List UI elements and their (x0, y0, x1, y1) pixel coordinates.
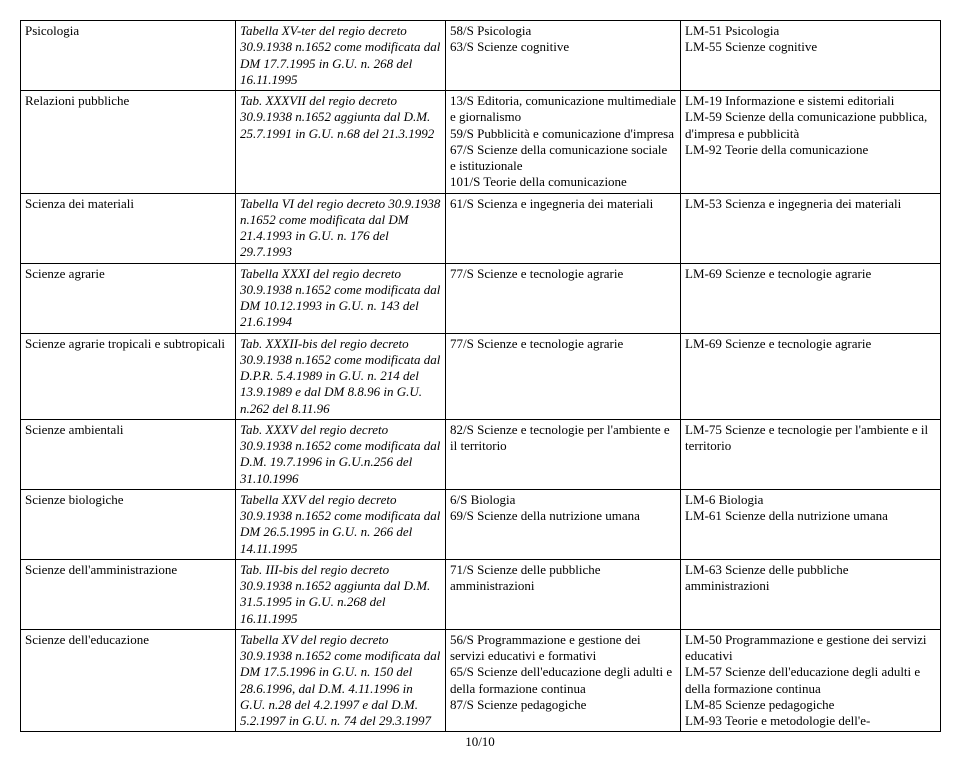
cell-class-lm: LM-63 Scienze delle pubbliche amministra… (681, 559, 941, 629)
cell-decree: Tab. XXXVII del regio decreto 30.9.1938 … (236, 91, 446, 194)
cell-class-s: 58/S Psicologia63/S Scienze cognitive (446, 21, 681, 91)
table-row: Scienze dell'educazioneTabella XV del re… (21, 629, 941, 732)
cell-subject: Scienze dell'amministrazione (21, 559, 236, 629)
page-number: 10/10 (20, 734, 940, 750)
cell-decree: Tab. III-bis del regio decreto 30.9.1938… (236, 559, 446, 629)
cell-class-lm: LM-69 Scienze e tecnologie agrarie (681, 333, 941, 419)
table-row: PsicologiaTabella XV-ter del regio decre… (21, 21, 941, 91)
cell-class-s: 77/S Scienze e tecnologie agrarie (446, 333, 681, 419)
cell-class-s: 82/S Scienze e tecnologie per l'ambiente… (446, 419, 681, 489)
cell-class-s: 13/S Editoria, comunicazione multimedial… (446, 91, 681, 194)
cell-decree: Tabella XV-ter del regio decreto 30.9.19… (236, 21, 446, 91)
cell-subject: Scienze dell'educazione (21, 629, 236, 732)
cell-class-lm: LM-51 PsicologiaLM-55 Scienze cognitive (681, 21, 941, 91)
cell-class-lm: LM-19 Informazione e sistemi editorialiL… (681, 91, 941, 194)
table-row: Scienze agrarie tropicali e subtropicali… (21, 333, 941, 419)
cell-decree: Tab. XXXV del regio decreto 30.9.1938 n.… (236, 419, 446, 489)
cell-decree: Tabella XXXI del regio decreto 30.9.1938… (236, 263, 446, 333)
cell-subject: Scienze ambientali (21, 419, 236, 489)
cell-decree: Tabella XV del regio decreto 30.9.1938 n… (236, 629, 446, 732)
cell-decree: Tabella XXV del regio decreto 30.9.1938 … (236, 489, 446, 559)
cell-class-s: 71/S Scienze delle pubbliche amministraz… (446, 559, 681, 629)
cell-class-lm: LM-75 Scienze e tecnologie per l'ambient… (681, 419, 941, 489)
cell-class-lm: LM-53 Scienza e ingegneria dei materiali (681, 193, 941, 263)
table-row: Scienze dell'amministrazioneTab. III-bis… (21, 559, 941, 629)
cell-subject: Relazioni pubbliche (21, 91, 236, 194)
cell-class-lm: LM-69 Scienze e tecnologie agrarie (681, 263, 941, 333)
cell-decree: Tabella VI del regio decreto 30.9.1938 n… (236, 193, 446, 263)
cell-subject: Psicologia (21, 21, 236, 91)
cell-class-s: 6/S Biologia69/S Scienze della nutrizion… (446, 489, 681, 559)
cell-class-s: 56/S Programmazione e gestione dei servi… (446, 629, 681, 732)
cell-class-s: 61/S Scienza e ingegneria dei materiali (446, 193, 681, 263)
table-row: Scienze biologicheTabella XXV del regio … (21, 489, 941, 559)
table-row: Relazioni pubblicheTab. XXXVII del regio… (21, 91, 941, 194)
table-row: Scienze ambientaliTab. XXXV del regio de… (21, 419, 941, 489)
cell-subject: Scienze agrarie tropicali e subtropicali (21, 333, 236, 419)
table-row: Scienza dei materialiTabella VI del regi… (21, 193, 941, 263)
cell-class-lm: LM-50 Programmazione e gestione dei serv… (681, 629, 941, 732)
cell-subject: Scienze biologiche (21, 489, 236, 559)
cell-class-lm: LM-6 BiologiaLM-61 Scienze della nutrizi… (681, 489, 941, 559)
table-row: Scienze agrarieTabella XXXI del regio de… (21, 263, 941, 333)
cell-subject: Scienze agrarie (21, 263, 236, 333)
cell-subject: Scienza dei materiali (21, 193, 236, 263)
cell-class-s: 77/S Scienze e tecnologie agrarie (446, 263, 681, 333)
cell-decree: Tab. XXXII-bis del regio decreto 30.9.19… (236, 333, 446, 419)
main-table: PsicologiaTabella XV-ter del regio decre… (20, 20, 941, 732)
